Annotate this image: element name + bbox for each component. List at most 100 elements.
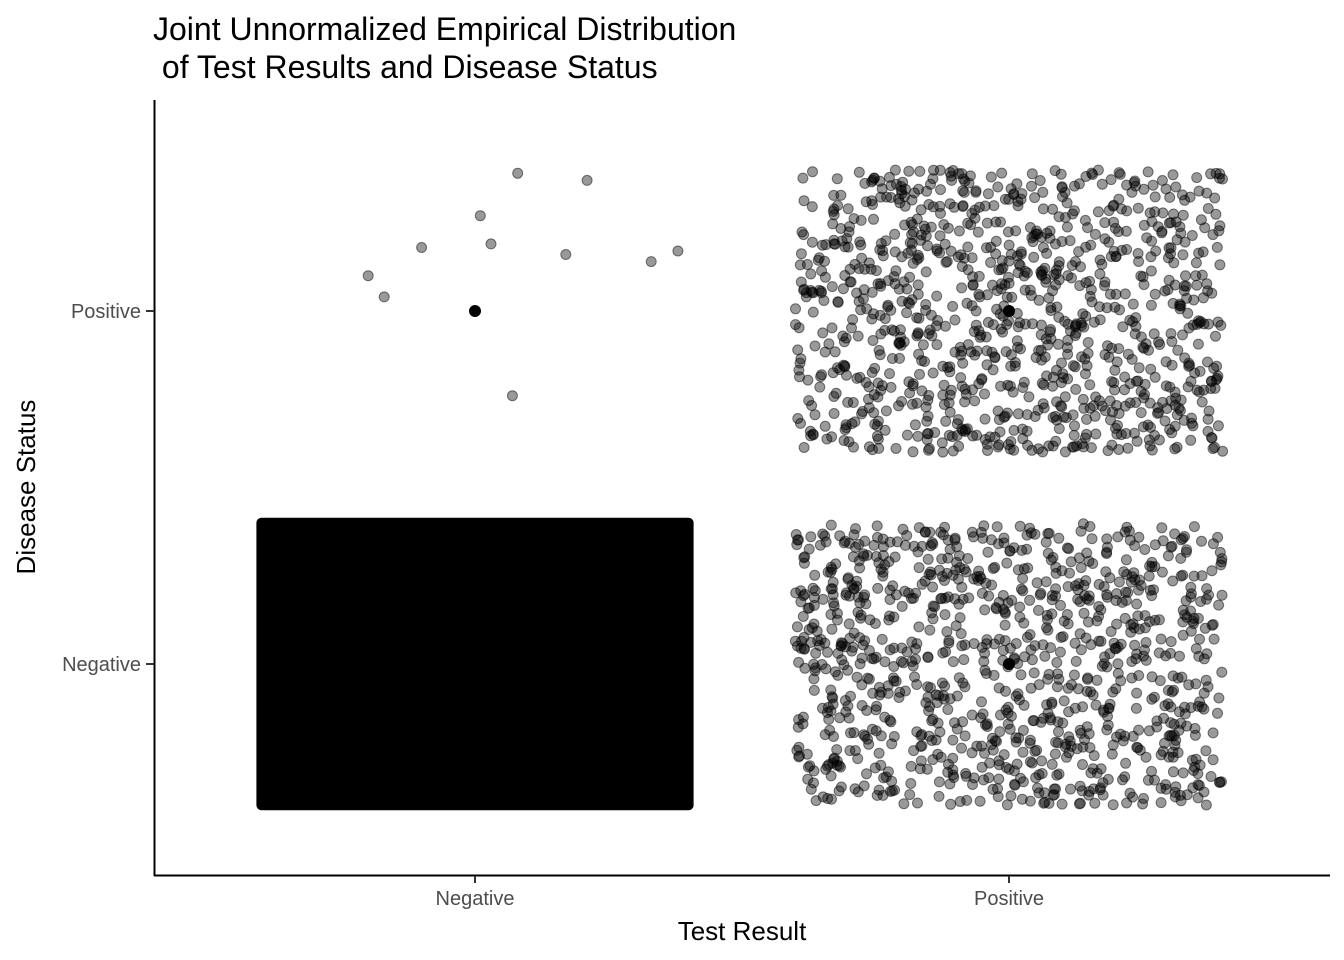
data-point xyxy=(940,415,952,427)
data-point xyxy=(506,390,518,402)
data-point xyxy=(1081,721,1093,733)
data-point xyxy=(1025,290,1037,301)
data-point xyxy=(793,656,805,668)
data-point xyxy=(1090,699,1102,711)
data-point xyxy=(974,795,986,807)
data-point xyxy=(956,640,968,652)
data-point xyxy=(897,523,909,535)
data-point xyxy=(1047,412,1059,423)
data-point xyxy=(1026,757,1038,769)
data-point xyxy=(1060,738,1072,750)
y-axis-title: Disease Status xyxy=(11,400,41,575)
data-point xyxy=(907,446,919,458)
data-point xyxy=(792,344,804,356)
data-point xyxy=(1039,650,1051,662)
data-point xyxy=(1017,724,1029,736)
data-point xyxy=(1088,316,1100,328)
data-point xyxy=(1131,435,1143,447)
data-point xyxy=(879,656,891,668)
data-point xyxy=(794,371,805,383)
data-point xyxy=(1057,191,1068,203)
data-point xyxy=(816,369,828,381)
data-point xyxy=(922,240,933,252)
data-point xyxy=(1050,435,1062,447)
data-point xyxy=(937,647,949,659)
data-point xyxy=(889,246,901,258)
data-point xyxy=(1169,420,1181,432)
data-point xyxy=(825,684,837,696)
data-point xyxy=(905,216,917,228)
data-point xyxy=(927,754,939,766)
data-point xyxy=(1157,207,1169,219)
data-point xyxy=(1112,667,1124,679)
data-point xyxy=(1073,246,1085,258)
data-point xyxy=(969,395,981,407)
data-point xyxy=(1041,247,1053,259)
data-point xyxy=(1045,305,1057,316)
data-point xyxy=(1206,432,1218,444)
data-point xyxy=(850,523,861,535)
data-point xyxy=(980,719,991,731)
data-point xyxy=(1096,660,1108,672)
data-point xyxy=(790,303,801,315)
data-point xyxy=(1177,329,1188,341)
data-point xyxy=(1040,333,1052,345)
data-point xyxy=(820,663,832,675)
data-point xyxy=(828,408,840,419)
data-point xyxy=(1115,728,1126,740)
data-point xyxy=(1012,267,1024,279)
data-point xyxy=(957,200,969,212)
data-point xyxy=(1124,397,1136,409)
data-point xyxy=(922,691,934,703)
data-point xyxy=(949,314,961,326)
data-point xyxy=(1005,248,1017,260)
data-point xyxy=(826,322,838,334)
data-point xyxy=(1110,643,1122,655)
data-point xyxy=(1107,799,1119,811)
data-point xyxy=(1213,692,1225,704)
data-point xyxy=(1191,172,1203,184)
data-point xyxy=(1185,434,1197,446)
data-point xyxy=(1002,597,1014,609)
data-point xyxy=(1059,446,1071,458)
data-point xyxy=(938,379,950,391)
data-point xyxy=(794,259,806,271)
data-point xyxy=(935,526,947,538)
data-point xyxy=(1010,736,1022,748)
data-point xyxy=(1186,754,1198,766)
data-point xyxy=(967,271,979,283)
data-point xyxy=(1021,409,1033,421)
data-point xyxy=(1135,580,1147,591)
data-point xyxy=(809,665,821,677)
data-point xyxy=(1069,420,1080,432)
data-point xyxy=(1143,570,1155,582)
data-point xyxy=(1053,211,1065,223)
data-point xyxy=(1180,280,1192,292)
data-point xyxy=(1050,783,1061,795)
data-point xyxy=(942,704,954,715)
data-point xyxy=(1015,246,1027,258)
data-point xyxy=(1146,765,1157,777)
data-point xyxy=(857,406,869,417)
mean-point xyxy=(1003,658,1015,670)
data-point xyxy=(1166,336,1178,347)
data-point xyxy=(884,536,896,548)
data-point xyxy=(884,785,896,797)
data-point xyxy=(1056,565,1068,577)
data-point xyxy=(982,188,994,200)
data-point xyxy=(873,747,885,759)
data-point xyxy=(1209,441,1220,453)
data-point xyxy=(827,757,839,769)
data-point xyxy=(1110,422,1121,434)
data-point xyxy=(808,777,819,789)
data-point xyxy=(1159,700,1171,712)
data-point xyxy=(795,276,807,288)
data-point xyxy=(842,203,854,215)
data-point xyxy=(1026,168,1038,180)
data-point xyxy=(1118,566,1130,578)
data-point xyxy=(938,219,950,230)
data-point xyxy=(1008,424,1020,436)
data-point xyxy=(1050,561,1062,573)
data-point xyxy=(934,200,946,212)
data-point xyxy=(1012,688,1024,700)
